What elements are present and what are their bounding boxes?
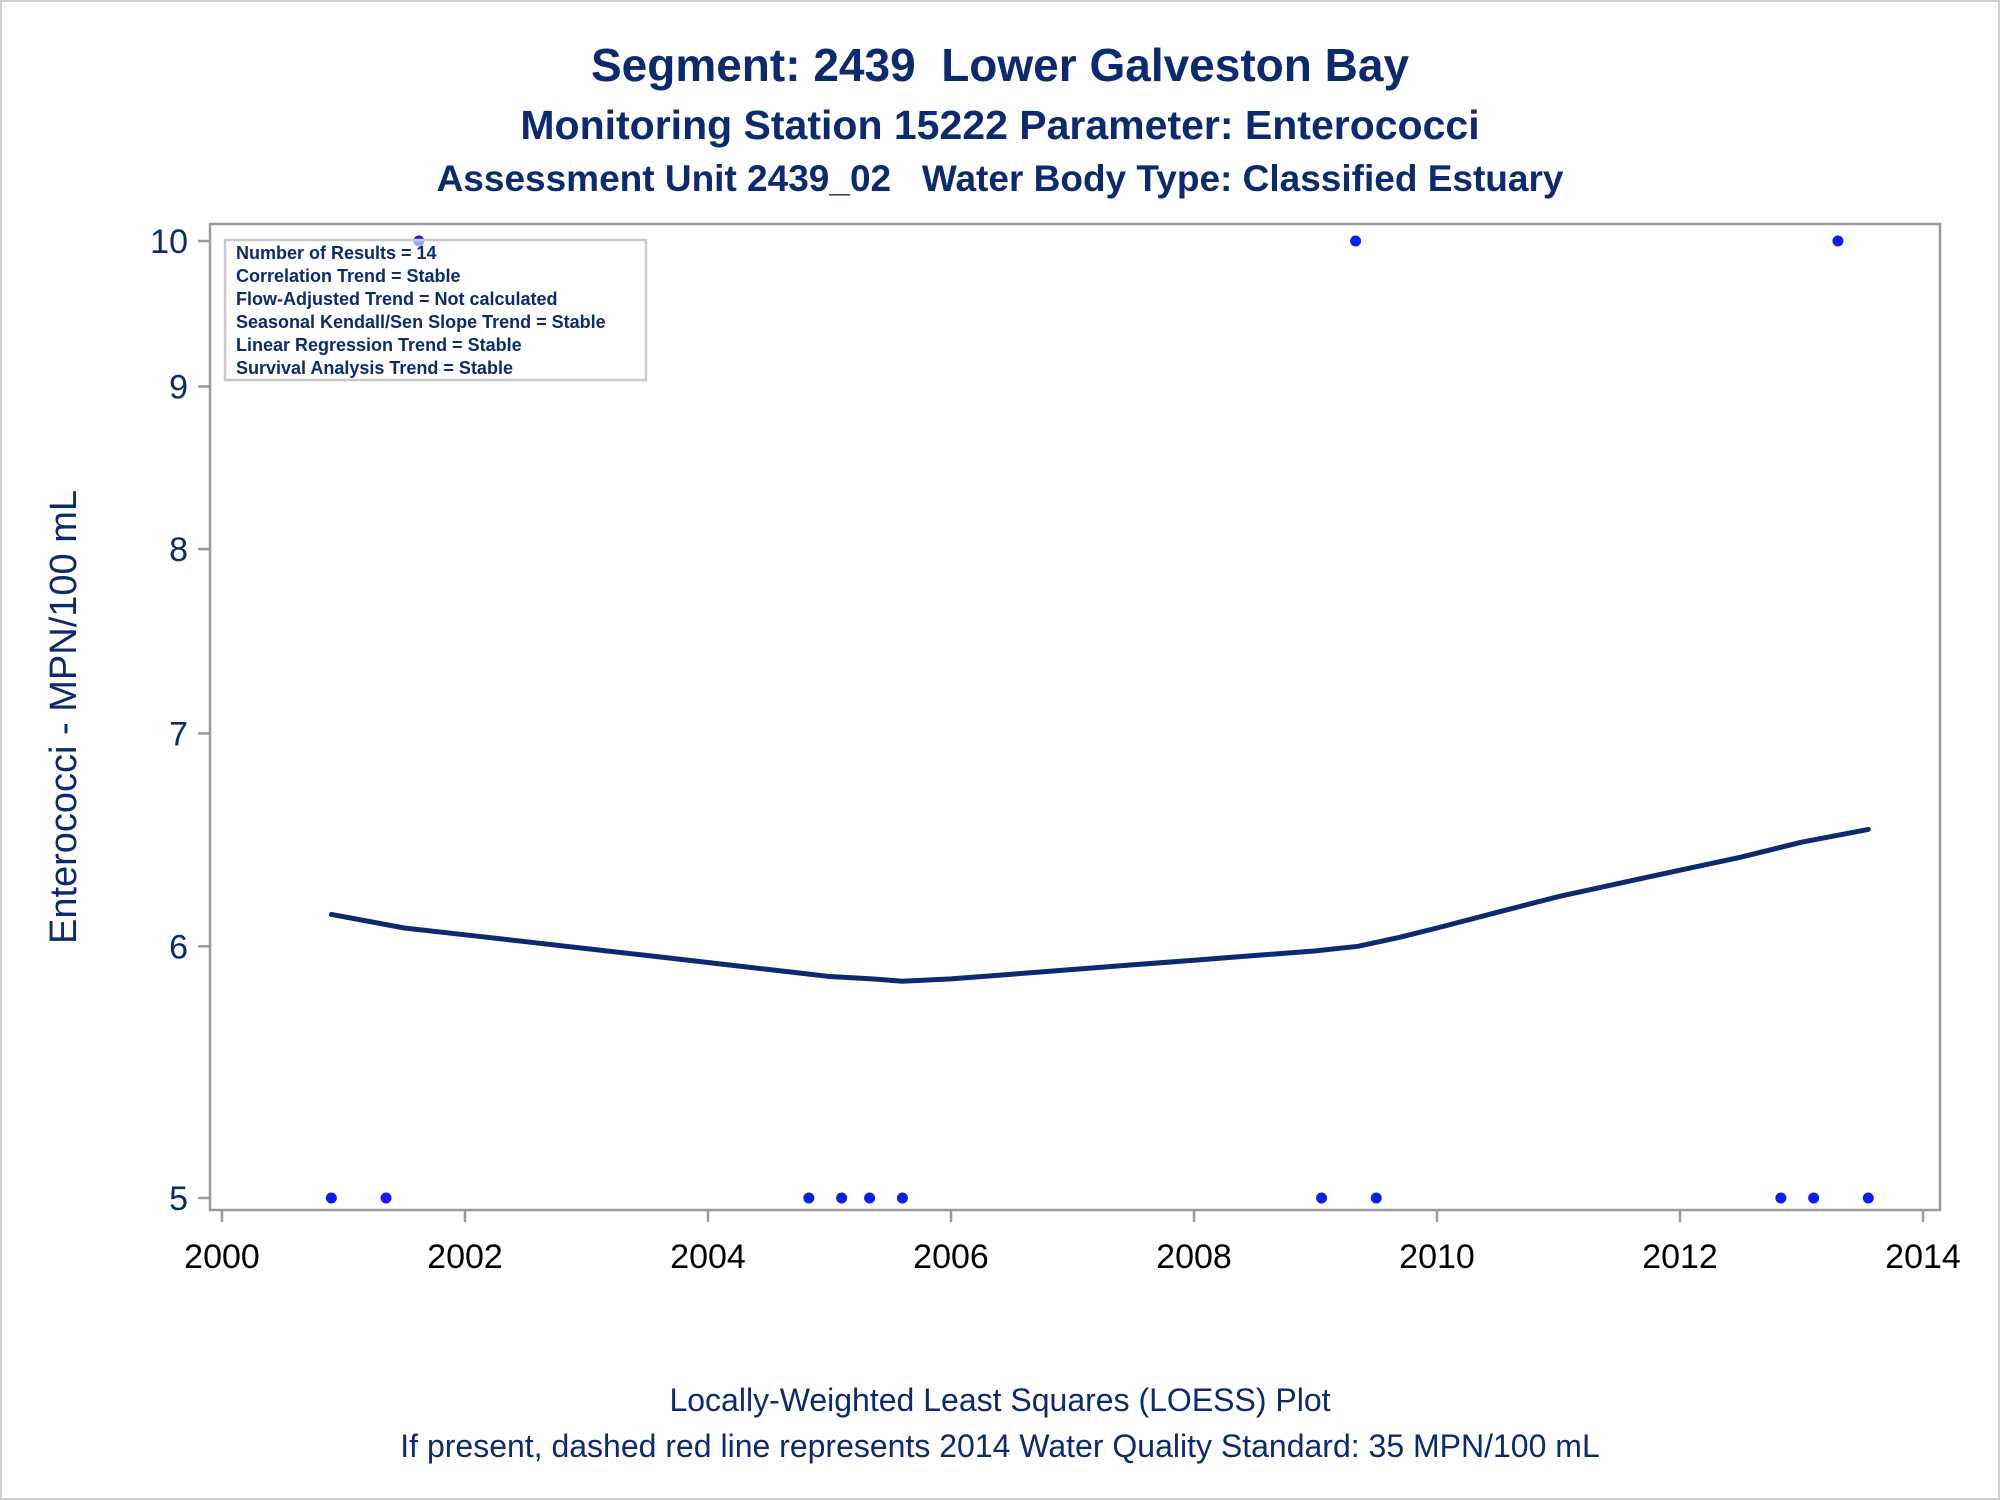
stats-box-line: Linear Regression Trend = Stable — [236, 335, 522, 355]
chart-marks — [325, 235, 1874, 1204]
y-tick-label: 7 — [169, 715, 188, 753]
data-point — [896, 1192, 908, 1204]
x-tick-label: 2002 — [427, 1238, 503, 1276]
data-point — [1862, 1192, 1874, 1204]
stats-box-line: Correlation Trend = Stable — [236, 266, 461, 286]
y-tick-label: 8 — [169, 531, 188, 569]
data-point — [380, 1192, 392, 1204]
data-point — [1350, 235, 1362, 247]
data-point — [803, 1192, 815, 1204]
stats-box: Number of Results = 14 Correlation Trend … — [223, 238, 648, 382]
x-tick-label: 2006 — [913, 1238, 989, 1276]
footer-line-1: Locally-Weighted Least Squares (LOESS) P… — [669, 1382, 1331, 1418]
y-tick-label: 5 — [169, 1180, 188, 1218]
footer-line-2: If present, dashed red line represents 2… — [400, 1428, 1600, 1464]
y-tick-label: 10 — [150, 223, 188, 261]
plot-area-border — [208, 222, 1942, 1212]
x-tick-label: 2004 — [670, 1238, 746, 1276]
stats-box-line: Survival Analysis Trend = Stable — [236, 358, 513, 378]
stats-box-border — [223, 238, 648, 382]
stats-box-line: Seasonal Kendall/Sen Slope Trend = Stabl… — [236, 312, 606, 332]
x-tick-label: 2000 — [184, 1238, 260, 1276]
x-tick-label: 2008 — [1156, 1238, 1232, 1276]
data-point — [836, 1192, 848, 1204]
data-point — [1832, 235, 1844, 247]
x-tick-label: 2012 — [1642, 1238, 1718, 1276]
data-point — [325, 1192, 337, 1204]
data-point — [864, 1192, 876, 1204]
y-tick-label: 6 — [169, 928, 188, 966]
chart-axes — [208, 222, 1942, 1212]
chart-title: Segment: 2439 Lower Galveston Bay — [590, 39, 1410, 91]
data-point — [1808, 1192, 1820, 1204]
chart-ticks: 2000 2002 2004 2006 2008 2010 2012 2014 5 6 7 8 9 10 — [150, 223, 1961, 1276]
stats-box-line: Number of Results = 14 — [236, 243, 437, 263]
data-point — [1316, 1192, 1328, 1204]
x-tick-label: 2014 — [1885, 1238, 1961, 1276]
y-axis-label: Enterococci - MPN/100 mL — [43, 490, 85, 944]
y-tick-label: 9 — [169, 368, 188, 406]
stats-box-line: Flow-Adjusted Trend = Not calculated — [236, 289, 558, 309]
chart-subtitle: Monitoring Station 15222 Parameter: Ente… — [520, 102, 1480, 148]
chart-subtitle-2: Assessment Unit 2439_02 Water Body Type:… — [436, 158, 1564, 199]
x-tick-label: 2010 — [1399, 1238, 1475, 1276]
data-point — [1370, 1192, 1382, 1204]
loess-line — [328, 826, 1871, 984]
data-point — [1775, 1192, 1787, 1204]
